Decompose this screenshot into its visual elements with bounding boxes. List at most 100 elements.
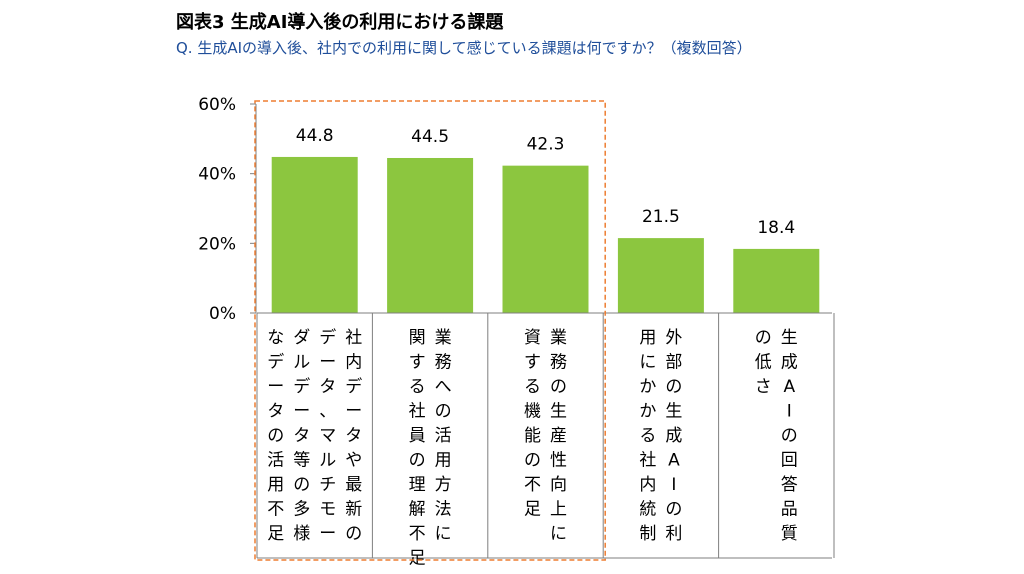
category-char: 資 — [524, 328, 541, 348]
bars — [271, 156, 820, 313]
value-label: 44.5 — [411, 127, 449, 147]
category-char: 多 — [293, 500, 310, 520]
category-char: 業 — [550, 328, 567, 348]
bar — [617, 238, 704, 313]
category-char: の — [524, 451, 541, 471]
category-char: チ — [319, 475, 336, 495]
bar — [387, 157, 474, 313]
category-char: 足 — [267, 524, 284, 544]
category-char: 向 — [550, 475, 567, 495]
category-char: の — [435, 402, 452, 422]
y-tick-label: 60% — [198, 95, 236, 115]
category-char: A — [783, 377, 795, 397]
highlight-box — [254, 100, 606, 561]
category-char: に — [639, 353, 656, 373]
value-label: 18.4 — [757, 218, 795, 238]
category-char: な — [267, 328, 284, 348]
category-char: 解 — [409, 500, 426, 520]
category-char: 不 — [524, 475, 541, 495]
category-char: 社 — [345, 328, 362, 348]
category-char: タ — [319, 377, 336, 397]
category-char: の — [665, 500, 682, 520]
category-char: 足 — [524, 500, 541, 520]
category-char: デ — [319, 327, 336, 348]
chart-subtitle: Q. 生成AIの導入後、社内での利用に関して感じている課題は何ですか？（複数回答… — [176, 39, 752, 57]
y-axis: 0% 20% 40% 60% — [198, 95, 257, 324]
category-char: 社 — [409, 402, 426, 422]
category-char: タ — [293, 426, 310, 446]
category-char: 統 — [639, 500, 656, 520]
bar — [733, 248, 820, 313]
category-char: 業 — [435, 328, 452, 348]
category-char: 方 — [435, 475, 452, 495]
category-char: タ — [345, 426, 362, 446]
value-label: 44.8 — [296, 126, 334, 146]
category-char: 活 — [435, 426, 452, 446]
category-char: へ — [435, 377, 452, 397]
category-char: に — [550, 524, 567, 544]
category-char: デ — [293, 376, 310, 397]
category-char: モ — [319, 500, 336, 520]
y-tick-label: 0% — [209, 304, 236, 324]
y-tick-label: 40% — [198, 165, 236, 185]
category-char: 性 — [550, 451, 567, 471]
category-char: ー — [319, 524, 336, 544]
category-char: 足 — [409, 549, 426, 569]
category-char: 答 — [781, 475, 798, 495]
category-char: デ — [267, 352, 284, 373]
category-char: 、 — [319, 402, 336, 422]
category-char: の — [755, 328, 772, 348]
category-char: の — [665, 377, 682, 397]
category-char: 低 — [755, 353, 772, 373]
category-char: マ — [319, 426, 336, 446]
category-char: す — [524, 353, 541, 373]
category-char: 理 — [409, 475, 426, 495]
category-char: 質 — [781, 524, 798, 544]
value-label: 21.5 — [642, 207, 680, 227]
chart-title: 図表3 生成AI導入後の利用における課題 — [176, 12, 504, 33]
category-char: 不 — [409, 524, 426, 544]
category-char: 内 — [345, 353, 362, 373]
category-char: や — [345, 451, 362, 471]
category-char: 産 — [550, 426, 567, 446]
category-char: の — [267, 426, 284, 446]
category-char: る — [524, 377, 541, 397]
category-char: 最 — [345, 475, 362, 495]
category-char: 不 — [267, 500, 284, 520]
category-char: 能 — [524, 426, 541, 446]
category-char: の — [409, 451, 426, 471]
category-char: 制 — [639, 524, 656, 544]
category-char: 様 — [293, 524, 310, 544]
category-char: 務 — [550, 353, 567, 373]
category-char: 務 — [435, 353, 452, 373]
category-char: に — [435, 524, 452, 544]
value-label: 42.3 — [527, 135, 565, 155]
category-table — [256, 312, 835, 559]
category-char: ー — [293, 402, 310, 422]
category-char: る — [409, 377, 426, 397]
category-char: 利 — [665, 524, 682, 544]
category-char: 機 — [524, 402, 541, 422]
category-char: 成 — [665, 426, 682, 446]
category-char: 用 — [267, 475, 284, 495]
bar — [502, 165, 589, 313]
category-char: の — [781, 426, 798, 446]
category-labels: 社内データや最新のデータ、マルチモーダルデータ等の多様なデータの活用不足業務への… — [267, 327, 798, 569]
category-char: 上 — [550, 500, 567, 520]
category-char: タ — [267, 402, 284, 422]
value-labels: 44.8 44.5 42.3 21.5 18.4 — [296, 126, 795, 238]
category-char: 活 — [267, 451, 284, 471]
category-char: 法 — [435, 500, 452, 520]
category-char: 成 — [781, 353, 798, 373]
category-char: デ — [345, 376, 362, 397]
category-char: 員 — [409, 426, 426, 446]
category-char: 品 — [781, 500, 798, 520]
category-char: 社 — [639, 451, 656, 471]
category-char: 内 — [639, 475, 656, 495]
category-char: 用 — [639, 328, 656, 348]
category-char: 新 — [345, 500, 362, 520]
category-char: I — [671, 475, 676, 495]
category-char: ル — [319, 451, 336, 471]
category-char: の — [550, 377, 567, 397]
